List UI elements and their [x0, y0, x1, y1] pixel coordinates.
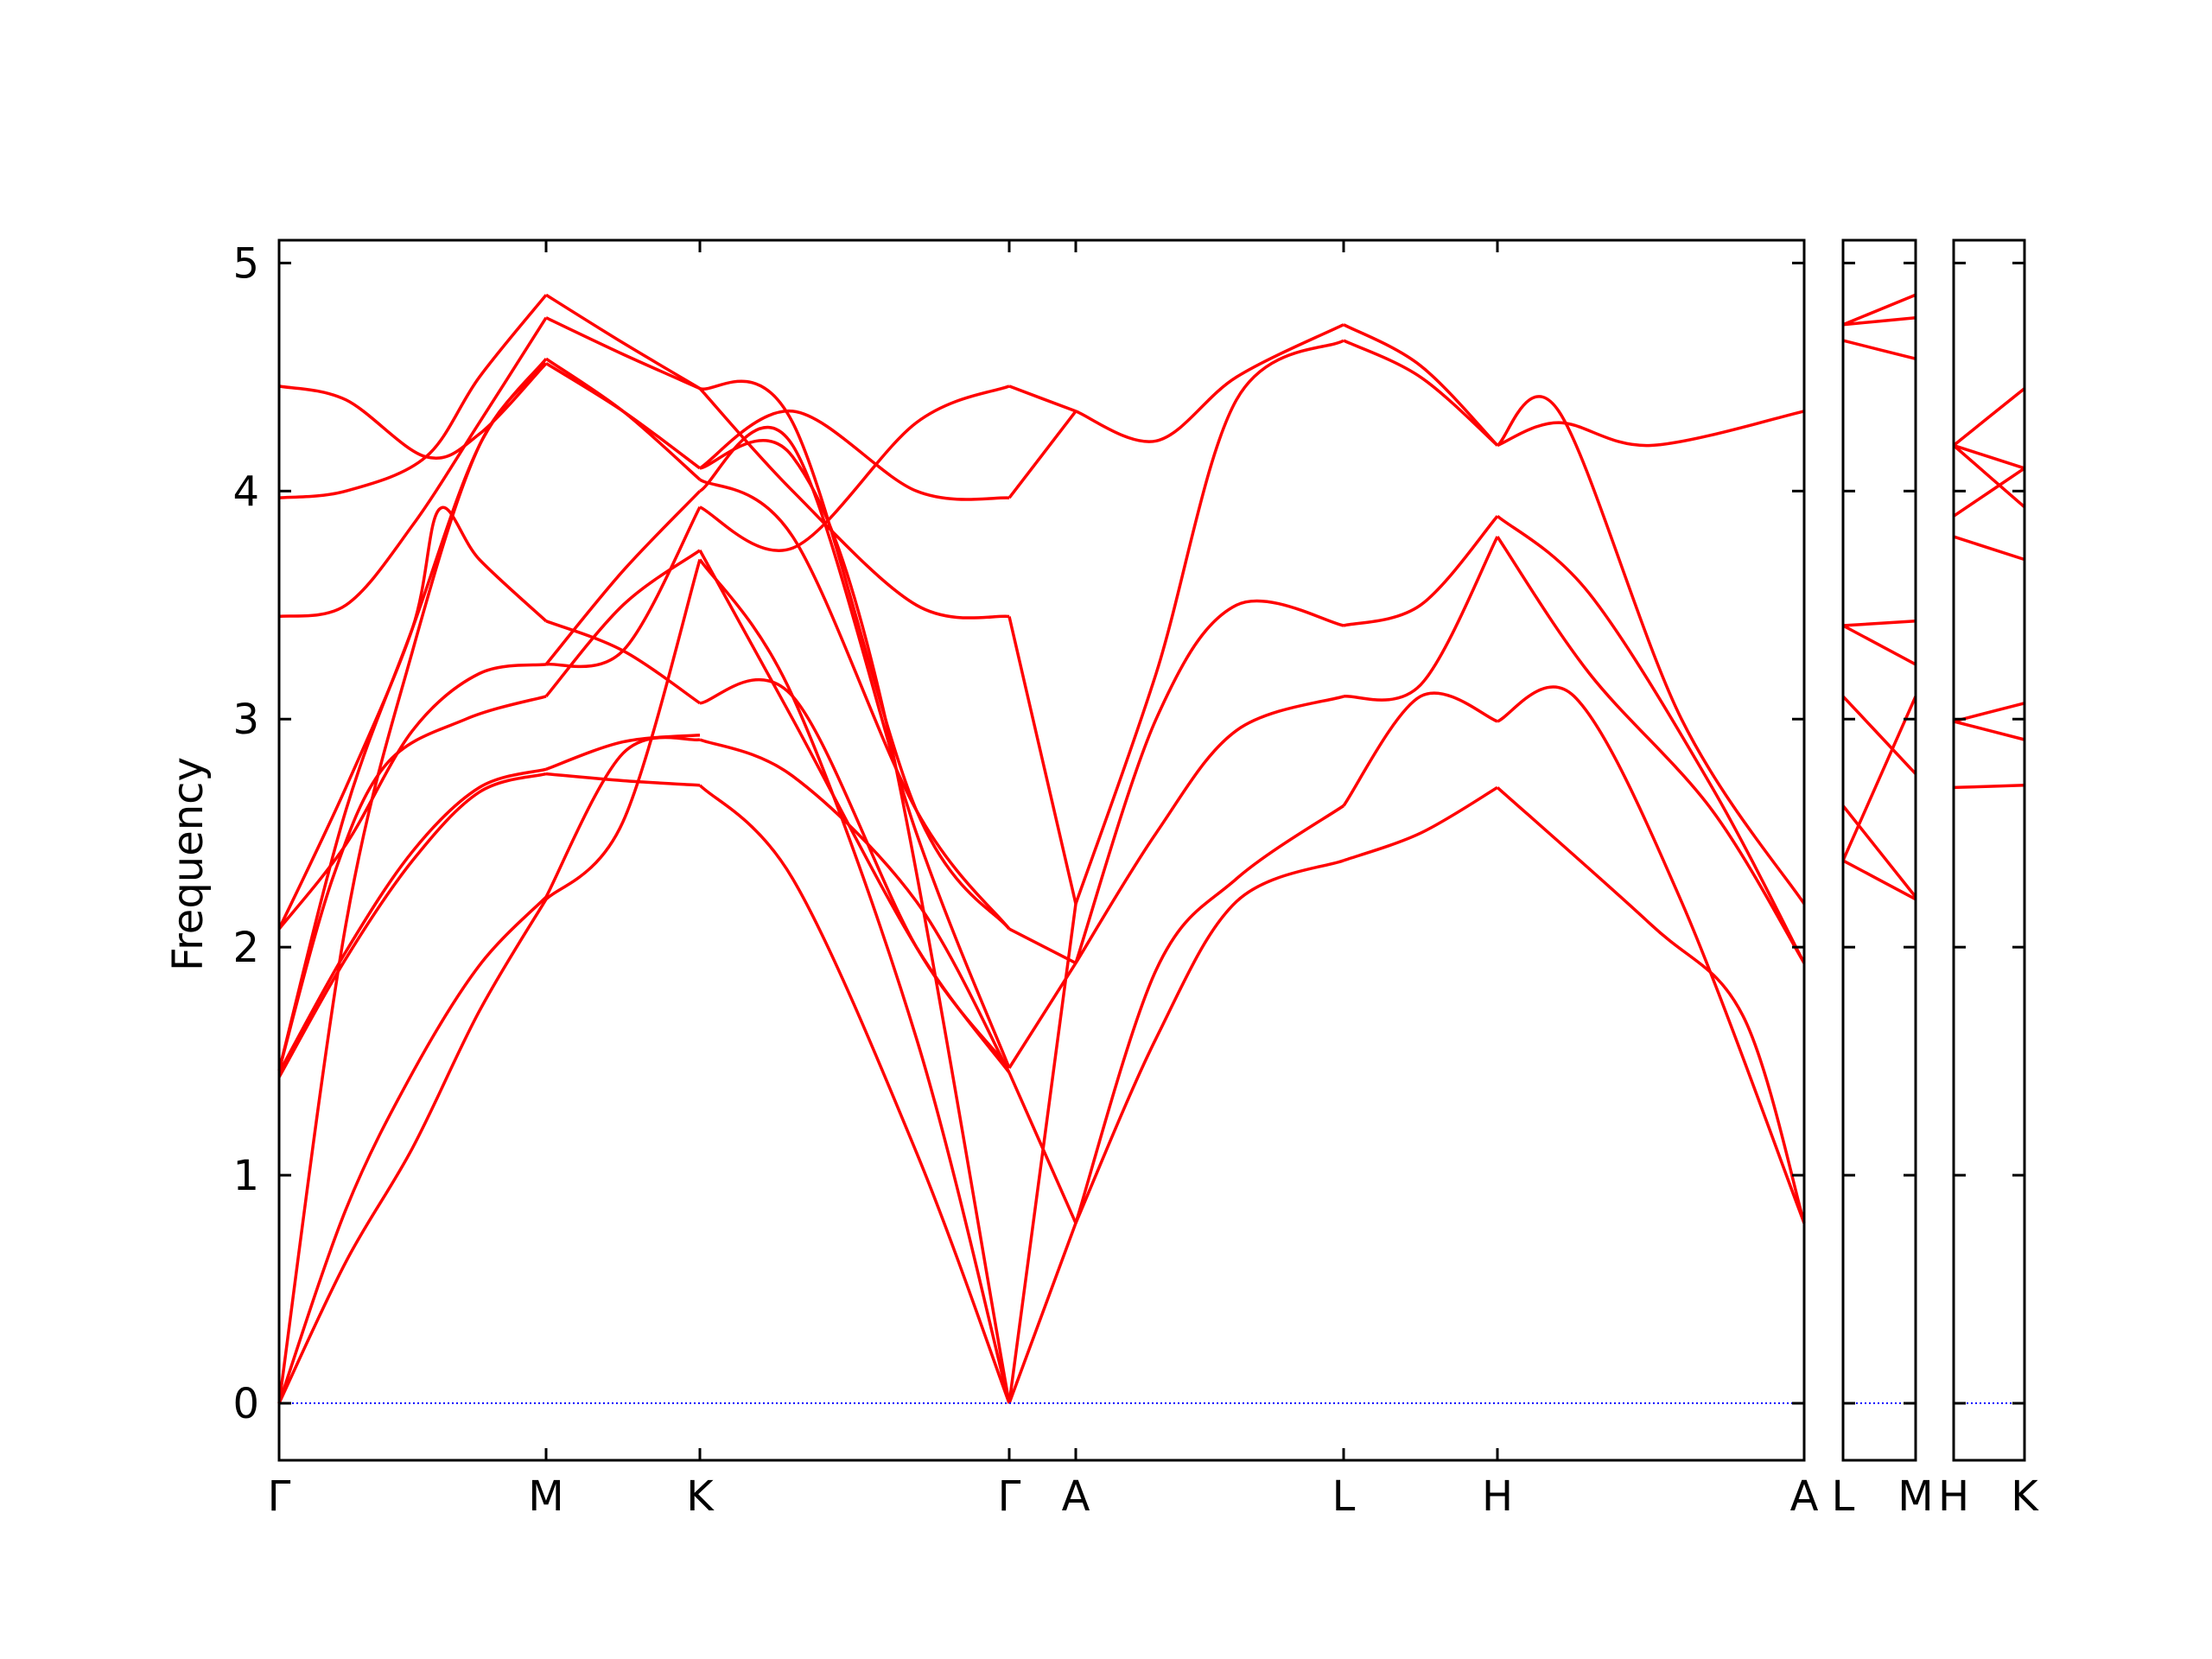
band-line: [545, 733, 701, 771]
band-line: [1075, 323, 1344, 443]
band-line: [277, 663, 547, 931]
band-line: [1496, 514, 1806, 964]
x-tick-label: K: [686, 1472, 715, 1521]
band-line: [1952, 444, 2026, 509]
band-line: [1841, 695, 1917, 775]
band-line: [1497, 685, 1806, 1224]
panel-frames: [277, 238, 2026, 1462]
band-line: [1953, 535, 2025, 562]
x-tick-label: H: [1482, 1472, 1513, 1521]
band-line: [545, 293, 701, 391]
band-line: [277, 895, 548, 1404]
x-tick-label: K: [2011, 1472, 2039, 1521]
x-tick-label: H: [1938, 1472, 1969, 1521]
band-line: [1496, 536, 1806, 964]
band-line: [1342, 691, 1498, 807]
band-line: [1842, 624, 1916, 666]
band-line: [1008, 385, 1077, 413]
band-line: [545, 357, 702, 481]
band-line: [544, 549, 702, 698]
x-tick-label: A: [1062, 1472, 1090, 1521]
panel-frame: [1952, 238, 2026, 1462]
band-line: [277, 695, 547, 1071]
band-line: [1496, 786, 1806, 1224]
band-line: [1953, 443, 2025, 470]
band-line: [277, 898, 548, 1404]
band-line: [698, 387, 1010, 620]
band-line: [1842, 339, 1916, 360]
band-line: [277, 772, 547, 1078]
band-line: [1007, 1071, 1077, 1224]
band-line: [1952, 387, 2026, 447]
band-line: [544, 490, 702, 666]
band-line: [1842, 859, 1916, 901]
band-line: [545, 505, 702, 669]
y-tick-label: 1: [232, 1152, 259, 1200]
x-tick-label: L: [1332, 1472, 1356, 1521]
band-line: [699, 439, 1011, 1404]
band-line: [1007, 1222, 1077, 1404]
band-line: [1007, 410, 1077, 499]
y-tick-label: 5: [232, 239, 259, 288]
band-line: [699, 738, 1011, 1074]
band-line: [544, 559, 702, 900]
y-tick-label: 2: [232, 924, 259, 972]
band-line: [1007, 616, 1077, 905]
y-axis-label: Frequency: [164, 757, 213, 971]
band-line: [1343, 339, 1499, 447]
x-tick-label: Γ: [268, 1472, 291, 1521]
band-line: [1074, 804, 1344, 1224]
panel-frame: [277, 238, 1806, 1462]
band-line: [1074, 695, 1344, 964]
band-line: [699, 379, 1011, 931]
band-line: [698, 784, 1011, 1404]
band-line: [1343, 515, 1499, 627]
band-line: [1074, 859, 1344, 1224]
band-line: [1343, 323, 1499, 447]
y-tick-label: 3: [232, 696, 259, 744]
band-line: [1842, 293, 1916, 327]
band-line: [1841, 804, 1917, 899]
band-line: [278, 316, 548, 619]
y-tick-label: 4: [232, 467, 259, 516]
band-line: [699, 385, 1010, 552]
band-line: [1496, 395, 1806, 905]
band-line: [1343, 536, 1499, 702]
panel-frame: [1841, 238, 1917, 1462]
band-line: [545, 772, 701, 787]
band-line: [1841, 696, 1917, 861]
band-line: [545, 316, 701, 391]
band-line: [277, 505, 548, 930]
band-line: [1074, 339, 1344, 905]
x-tick-label: M: [1897, 1472, 1933, 1521]
band-line: [1953, 720, 2025, 741]
band-line: [1007, 903, 1077, 1404]
x-tick-label: A: [1790, 1472, 1819, 1521]
band-line: [1074, 599, 1344, 964]
band-line: [1953, 467, 2025, 518]
band-line: [278, 294, 548, 499]
band-line: [699, 410, 1010, 501]
band-line: [544, 735, 701, 898]
band-line: [277, 362, 548, 1404]
band-line: [698, 426, 1011, 1069]
band-line: [277, 767, 547, 1074]
band-line: [699, 478, 1011, 931]
band-line: [699, 677, 1011, 1070]
band-curves: [277, 293, 2026, 1404]
band-line: [1343, 785, 1498, 862]
band-line: [1497, 410, 1805, 448]
x-tick-label: M: [528, 1472, 563, 1521]
x-tick-label: Γ: [998, 1472, 1021, 1521]
band-line: [1953, 784, 2025, 790]
x-tick-label: L: [1832, 1472, 1855, 1521]
band-line: [1008, 927, 1077, 965]
band-line: [698, 558, 1011, 1404]
band-line: [1842, 620, 1916, 627]
y-tick-label: 0: [232, 1380, 259, 1428]
band-line: [278, 362, 548, 460]
band-line: [1007, 962, 1077, 1069]
